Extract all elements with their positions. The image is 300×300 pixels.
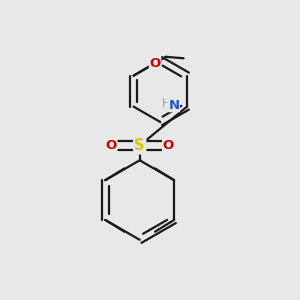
Text: N: N — [168, 99, 179, 112]
Text: O: O — [163, 139, 174, 152]
Text: O: O — [149, 57, 161, 70]
Text: H: H — [162, 97, 171, 110]
Text: S: S — [134, 138, 145, 153]
Text: O: O — [106, 139, 117, 152]
